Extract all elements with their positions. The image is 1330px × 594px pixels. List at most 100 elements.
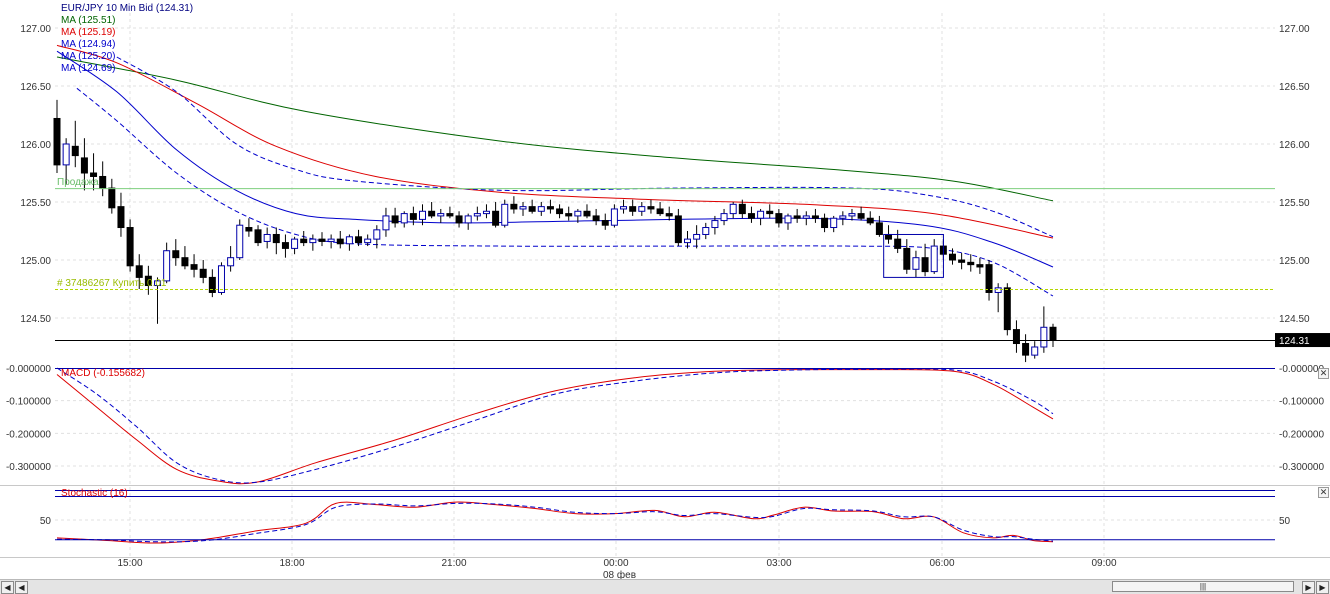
stoch-close-button[interactable]: ✕ xyxy=(1318,487,1329,498)
candle-bear xyxy=(80,157,88,174)
price-tick-label-right: 126.50 xyxy=(1279,82,1310,93)
candle-layer xyxy=(53,99,1057,363)
ma-label-4: MA (125.20) xyxy=(61,51,115,62)
stoch-panel-frame xyxy=(55,487,1275,557)
candle-bear xyxy=(738,203,746,215)
candle-bull xyxy=(912,257,920,270)
ma-label-3: MA (124.94) xyxy=(61,39,115,50)
candle-bear xyxy=(1022,343,1030,356)
candle-bear xyxy=(875,222,883,235)
x-tick-label: 00:00 xyxy=(603,558,628,569)
stoch-tick-label-right: 50 xyxy=(1279,516,1291,527)
candle-bear xyxy=(866,217,874,224)
candle-bull xyxy=(930,245,938,273)
candle-bear xyxy=(181,257,189,267)
price-tick-label-left: 124.50 xyxy=(20,314,51,325)
candle-bear xyxy=(793,215,801,219)
candle-bear xyxy=(126,227,134,267)
ma-line-3 xyxy=(56,50,1054,268)
candle-bear xyxy=(921,257,929,273)
scroll-left-button-2[interactable]: ◀ xyxy=(15,581,28,594)
candle-bull xyxy=(217,265,225,293)
macd-signal-line xyxy=(56,367,1054,484)
candle-bear xyxy=(894,238,902,249)
x-tick-label: 15:00 xyxy=(117,558,142,569)
candle-bull xyxy=(309,238,317,244)
macd-tick-label-right: -0.000000 xyxy=(1279,364,1324,375)
candle-bear xyxy=(565,213,573,217)
candle-bear xyxy=(958,259,966,263)
macd-label: MACD (-0.155682) xyxy=(61,368,145,379)
candle-bull xyxy=(373,229,381,240)
candle-bull xyxy=(610,208,618,226)
stoch-label: Stochastic (16) xyxy=(61,488,128,499)
candle-bear xyxy=(300,238,308,244)
candle-bull xyxy=(830,217,838,229)
candle-bear xyxy=(976,264,984,268)
x-tick-label: 09:00 xyxy=(1091,558,1116,569)
price-tick-label-right: 126.00 xyxy=(1279,140,1310,151)
candle-bull xyxy=(62,143,70,166)
candle-bear xyxy=(254,229,262,244)
x-tick-label: 18:00 xyxy=(279,558,304,569)
candle-bear xyxy=(53,117,61,166)
candle-bull xyxy=(464,215,472,224)
candle-bull xyxy=(327,238,335,242)
sell-level-label: Продажа xyxy=(57,177,99,188)
selection-box[interactable] xyxy=(883,233,944,278)
horizontal-scrollbar[interactable]: ◀ ◀ ||| ▶ ▶ xyxy=(0,579,1330,594)
candle-bear xyxy=(144,275,152,287)
chart-title: EUR/JPY 10 Min Bid (124.31) xyxy=(61,3,193,14)
candle-bull xyxy=(720,213,728,222)
macd-layer xyxy=(56,367,1054,485)
candle-bear xyxy=(674,215,682,244)
candle-bull xyxy=(364,238,372,244)
price-tick-label-left: 125.50 xyxy=(20,198,51,209)
ma-label-5: MA (124.69) xyxy=(61,63,115,74)
scroll-thumb[interactable]: ||| xyxy=(1112,581,1294,592)
scroll-right-button[interactable]: ▶ xyxy=(1302,581,1315,594)
candle-bull xyxy=(437,213,445,217)
x-tick-label: 21:00 xyxy=(441,558,466,569)
candle-bull xyxy=(620,206,628,210)
candle-bear xyxy=(528,206,536,212)
candle-bear xyxy=(665,213,673,217)
price-tick-label-right: 127.00 xyxy=(1279,24,1310,35)
price-panel-frame xyxy=(55,13,1275,368)
macd-tick-label-right: -0.100000 xyxy=(1279,397,1324,408)
candle-bull xyxy=(802,215,810,219)
candle-bear xyxy=(208,276,216,293)
candle-bear xyxy=(592,215,600,222)
macd-close-button[interactable]: ✕ xyxy=(1318,368,1329,379)
candle-bear xyxy=(656,208,664,215)
price-tick-label-left: 126.00 xyxy=(20,140,51,151)
candle-bear xyxy=(245,227,253,232)
x-tick-label: 06:00 xyxy=(929,558,954,569)
candle-bear xyxy=(747,213,755,219)
price-tick-label-left: 125.00 xyxy=(20,256,51,267)
candle-bull xyxy=(839,215,847,219)
tick-label-layer: 15:00 18:00 21:00 00:00 03:00 06:00 09:00 127.0… xyxy=(6,24,1325,569)
candle-bear xyxy=(190,264,198,270)
macd-tick-label-right: -0.300000 xyxy=(1279,462,1324,473)
candle-bear xyxy=(583,210,591,217)
scroll-right-button-2[interactable]: ▶ xyxy=(1316,581,1329,594)
candle-bear xyxy=(281,242,289,249)
candle-bear xyxy=(90,172,98,177)
candle-bull xyxy=(537,206,545,212)
candle-bull xyxy=(519,206,527,210)
candle-bear xyxy=(1012,329,1020,345)
scroll-left-button[interactable]: ◀ xyxy=(1,581,14,594)
candle-bull xyxy=(163,250,171,282)
candle-bull xyxy=(501,203,509,226)
chart-canvas: 15:00 18:00 21:00 00:00 03:00 06:00 09:00 127.0… xyxy=(0,3,1330,580)
stoch-tick-label-left: 50 xyxy=(40,516,52,527)
macd-panel-frame xyxy=(55,368,1275,484)
candle-bear xyxy=(885,233,893,240)
candle-bear xyxy=(903,247,911,270)
candle-bear xyxy=(428,210,436,217)
price-tick-label-left: 126.50 xyxy=(20,82,51,93)
candle-bull xyxy=(729,203,737,215)
candle-bear xyxy=(199,268,207,278)
candle-bear xyxy=(409,213,417,220)
